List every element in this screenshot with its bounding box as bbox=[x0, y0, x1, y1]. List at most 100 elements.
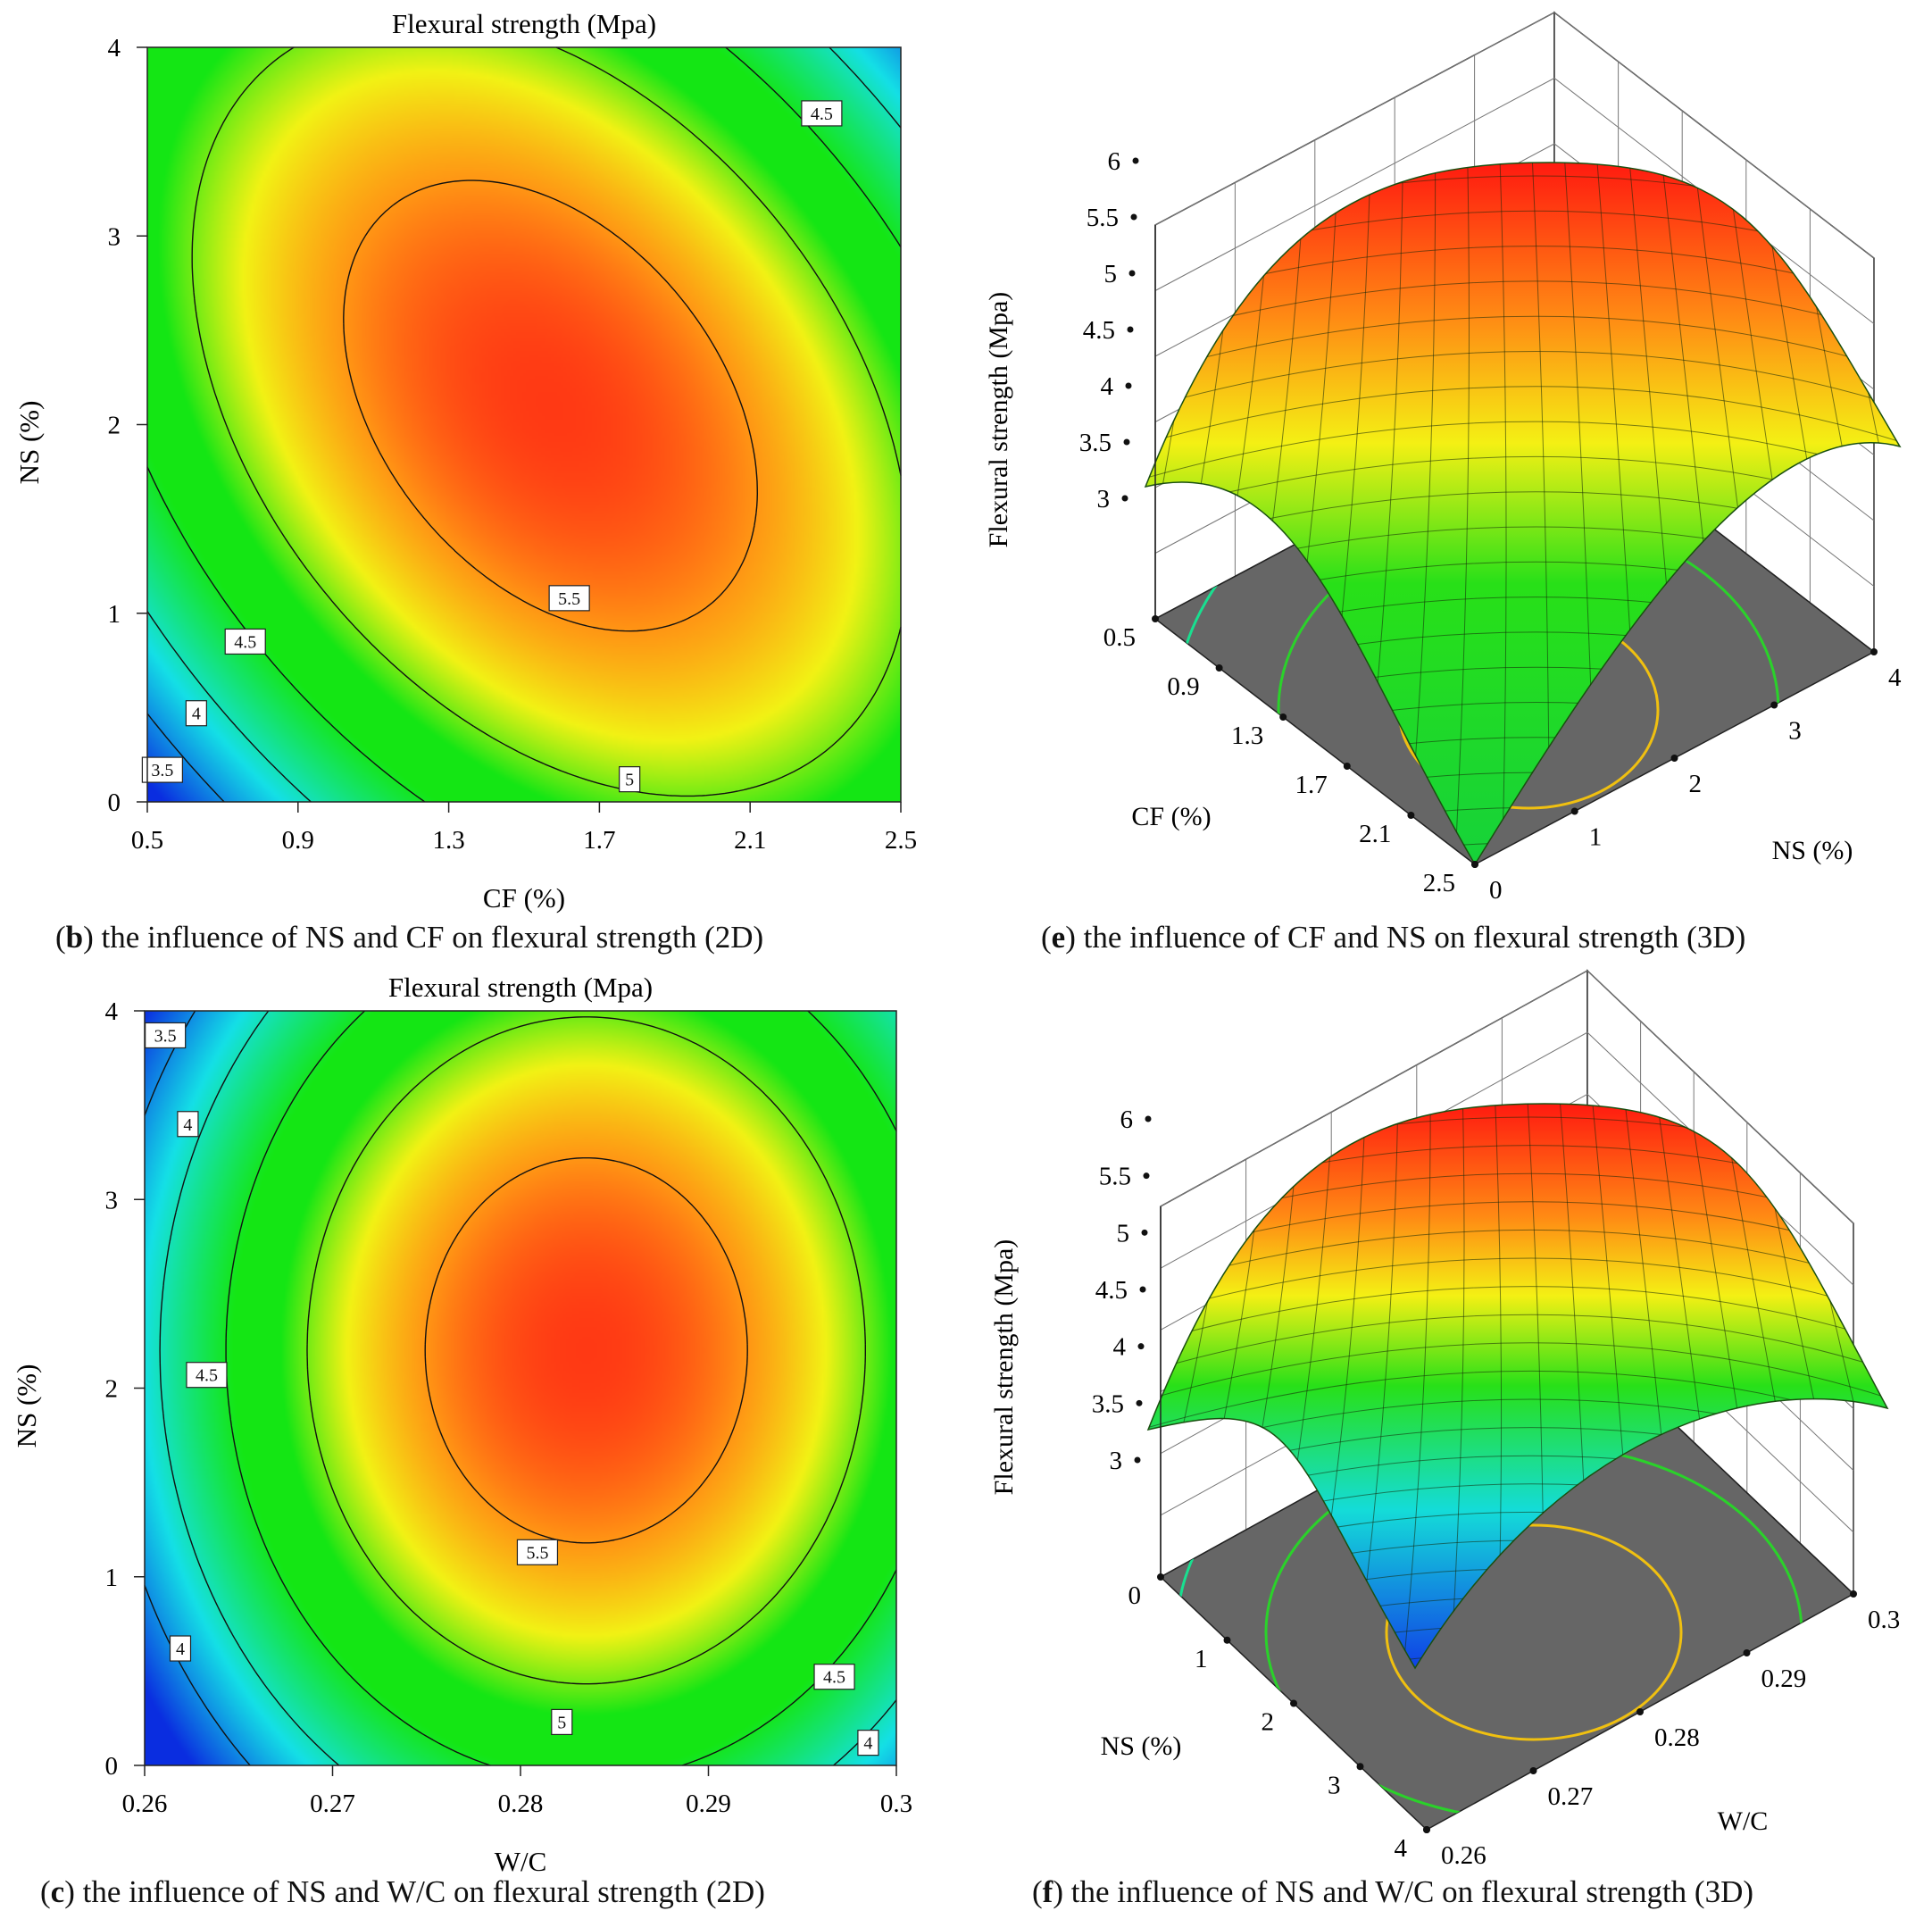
x-tick bbox=[1343, 763, 1351, 770]
x-axis-label: CF (%) bbox=[1131, 802, 1211, 831]
y-tick bbox=[1636, 1708, 1644, 1715]
caption-e-text: the influence of CF and NS on flexural s… bbox=[1075, 920, 1746, 955]
y-tick-label: 3 bbox=[1788, 717, 1802, 746]
y-tick-label: 2 bbox=[108, 412, 121, 440]
contour-label: 5 bbox=[551, 1708, 573, 1736]
y-tick-label: 4 bbox=[108, 34, 121, 63]
x-tick-label: 2.1 bbox=[1359, 820, 1391, 848]
x-tick-label: 3 bbox=[1328, 1771, 1341, 1799]
contour-chart-ns-cf: 5.5 5 4.5 4 3.5 4.5 0.5 0.9 1.3 1.7 2.1 2.5 0 1 2 3 4 Fle… bbox=[13, 8, 917, 914]
caption-e: (e) the influence of CF and NS on flexur… bbox=[1041, 920, 1746, 955]
contour-label: 5.5 bbox=[548, 585, 590, 612]
z-tick bbox=[1137, 1343, 1145, 1350]
contour-chart-ns-wc: 3.5 4 4.5 4 5.5 5 4.5 4 0.26 0.27 0.28 0.29 0.3 0 1 2 3 4… bbox=[11, 972, 912, 1877]
caption-f-text: the influence of NS and W/C on flexural … bbox=[1062, 1874, 1754, 1909]
x-tick-label: 0.29 bbox=[686, 1790, 731, 1818]
y-tick-label: 0 bbox=[105, 1752, 119, 1781]
y-tick-label: 1 bbox=[108, 600, 121, 629]
contour-label: 4.5 bbox=[813, 1664, 855, 1690]
x-tick-label: 0.26 bbox=[122, 1790, 168, 1818]
svg-text:4.5: 4.5 bbox=[234, 632, 256, 652]
contour-line-5 bbox=[191, 46, 902, 797]
svg-text:4: 4 bbox=[183, 1115, 192, 1135]
z-tick bbox=[1145, 1115, 1152, 1122]
contour-label: 4.5 bbox=[186, 1362, 228, 1389]
y-tick-label: 0 bbox=[1489, 876, 1503, 905]
x-tick-label: 2 bbox=[1262, 1708, 1275, 1737]
x-tick-label: 2.5 bbox=[885, 826, 917, 855]
chart-title: Flexural strength (Mpa) bbox=[392, 8, 656, 39]
z-tick-label: 4 bbox=[1113, 1333, 1127, 1362]
y-tick-label: 1 bbox=[105, 1564, 119, 1592]
surface-chart-cf-ns: 3 3.5 4 4.5 5 5.5 6 0.5 0.9 1.3 1.7 2.1 2.5 0 1 2 3 4 Flex… bbox=[984, 11, 1902, 905]
x-axis-label: CF (%) bbox=[483, 882, 565, 914]
x-tick-label: 0 bbox=[1128, 1581, 1142, 1610]
x-tick-label: 1.7 bbox=[1295, 771, 1328, 799]
contour-line-5 bbox=[306, 1016, 866, 1685]
svg-text:5.5: 5.5 bbox=[526, 1543, 548, 1563]
z-tick bbox=[1141, 1229, 1148, 1236]
x-axis-label: NS (%) bbox=[1101, 1731, 1182, 1761]
svg-text:4: 4 bbox=[192, 705, 201, 724]
x-tick-label: 0.9 bbox=[282, 826, 314, 855]
x-tick bbox=[1215, 664, 1223, 672]
caption-f-letter: f bbox=[1042, 1874, 1053, 1909]
caption-c: (c) the influence of NS and W/C on flexu… bbox=[40, 1874, 765, 1909]
y-tick-label: 1 bbox=[1589, 823, 1603, 852]
z-tick-label: 5.5 bbox=[1099, 1163, 1131, 1191]
x-tick-label: 0.3 bbox=[880, 1790, 912, 1818]
contour-label: 3.5 bbox=[141, 756, 183, 783]
contour-line-3.5 bbox=[146, 713, 225, 803]
caption-b-letter: b bbox=[65, 920, 84, 955]
z-tick bbox=[1134, 1456, 1141, 1464]
z-tick-label: 5.5 bbox=[1087, 204, 1119, 232]
z-tick-label: 3 bbox=[1097, 485, 1111, 513]
contour-label: 4 bbox=[169, 1635, 192, 1662]
z-tick-label: 5 bbox=[1117, 1219, 1130, 1247]
x-tick-label: 0.5 bbox=[131, 826, 163, 855]
caption-f: (f) the influence of NS and W/C on flexu… bbox=[1032, 1874, 1754, 1909]
contour-heatmap bbox=[147, 47, 901, 802]
contour-label: 4 bbox=[857, 1730, 879, 1756]
svg-text:4: 4 bbox=[176, 1639, 185, 1659]
z-tick-label: 3.5 bbox=[1079, 429, 1112, 457]
x-tick-label: 1.7 bbox=[583, 826, 615, 855]
y-tick bbox=[1870, 648, 1878, 655]
y-tick bbox=[1670, 755, 1678, 762]
z-tick bbox=[1128, 270, 1136, 277]
x-tick-label: 1.3 bbox=[432, 826, 464, 855]
x-axis-label: W/C bbox=[495, 1846, 547, 1877]
y-tick bbox=[1529, 1767, 1537, 1774]
y-tick-label: 2 bbox=[1689, 770, 1703, 798]
y-axis-label: NS (%) bbox=[11, 1364, 42, 1448]
svg-text:3.5: 3.5 bbox=[154, 1026, 177, 1046]
x-tick bbox=[1290, 1699, 1297, 1707]
y-tick-label: 0.3 bbox=[1868, 1606, 1900, 1634]
z-tick bbox=[1127, 326, 1134, 333]
z-axis-label: Flexural strength (Mpa) bbox=[989, 1239, 1019, 1496]
y-tick bbox=[1570, 807, 1578, 815]
contour-line-4.5 bbox=[225, 1010, 897, 1766]
svg-text:5.5: 5.5 bbox=[558, 589, 580, 609]
y-tick-label: 0.28 bbox=[1654, 1723, 1700, 1752]
y-axis-label: NS (%) bbox=[1772, 836, 1853, 865]
z-tick-label: 3 bbox=[1110, 1447, 1123, 1475]
z-tick-label: 6 bbox=[1108, 147, 1121, 176]
x-tick bbox=[1356, 1763, 1364, 1771]
y-axis-label: W/C bbox=[1718, 1806, 1769, 1836]
x-tick bbox=[1407, 812, 1415, 819]
z-tick bbox=[1123, 438, 1130, 446]
z-tick-label: 3.5 bbox=[1092, 1389, 1124, 1418]
response-surface bbox=[1146, 1103, 1889, 1670]
y-tick-label: 3 bbox=[105, 1186, 119, 1214]
svg-text:4.5: 4.5 bbox=[196, 1366, 218, 1386]
svg-text:3.5: 3.5 bbox=[151, 761, 173, 780]
z-tick bbox=[1139, 1286, 1146, 1293]
caption-e-letter: e bbox=[1051, 920, 1066, 955]
caption-b-text: the influence of NS and CF on flexural s… bbox=[93, 920, 764, 955]
caption-c-text: the influence of NS and W/C on flexural … bbox=[74, 1874, 765, 1909]
y-tick-label: 0.26 bbox=[1441, 1841, 1486, 1870]
contour-label: 4 bbox=[177, 1111, 199, 1138]
x-tick-label: 4 bbox=[1395, 1834, 1408, 1863]
